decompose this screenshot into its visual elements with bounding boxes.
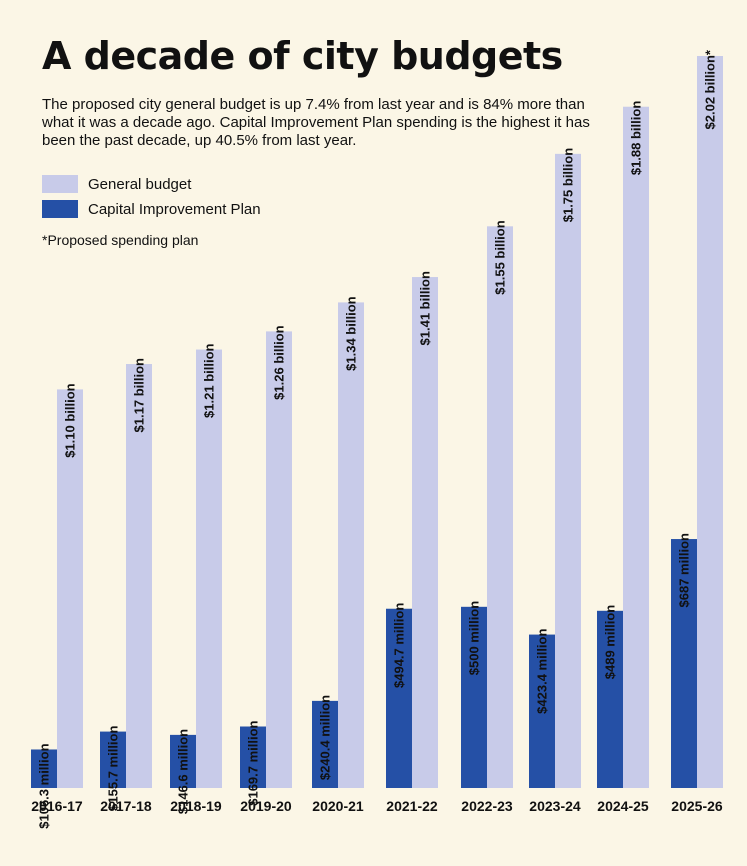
data-label-general-budget-2023-24: $1.75 billion [561,148,576,222]
data-label-capital-improvement-plan-2025-26: $687 million [677,533,692,607]
chart-title: A decade of city budgets [42,34,563,78]
data-label-general-budget-2021-22: $1.41 billion [418,271,433,345]
data-label-general-budget-2020-21: $1.34 billion [344,296,359,370]
data-label-general-budget-2019-20: $1.26 billion [272,325,287,399]
data-label-general-budget-2018-19: $1.21 billion [202,343,217,417]
x-tick-label-2024-25: 2024-25 [597,798,649,814]
bar-capital-improvement-plan-2022-23 [461,606,487,788]
footnote: *Proposed spending plan [42,232,199,248]
x-tick-label-2016-17: 2016-17 [31,798,83,814]
bar-general-budget-2025-26 [697,56,723,788]
data-label-capital-improvement-plan-2021-22: $494.7 million [392,603,407,688]
data-label-general-budget-2017-18: $1.17 billion [132,358,147,432]
bar-capital-improvement-plan-2024-25 [597,610,623,788]
data-label-capital-improvement-plan-2023-24: $423.4 million [535,629,550,714]
bar-capital-improvement-plan-2025-26 [671,539,697,788]
data-label-general-budget-2016-17: $1.10 billion [63,383,78,457]
data-label-capital-improvement-plan-2019-20: $169.7 million [246,720,261,805]
legend-swatch-general-budget [42,175,78,193]
data-label-capital-improvement-plan-2017-18: $155.7 million [106,726,121,811]
bar-capital-improvement-plan-2021-22 [386,608,412,788]
data-label-capital-improvement-plan-2022-23: $500 million [467,601,482,675]
data-label-general-budget-2024-25: $1.88 billion [629,101,644,175]
chart-subtitle: The proposed city general budget is up 7… [42,96,590,149]
bar-capital-improvement-plan-2018-19 [170,734,196,788]
x-tick-label-2017-18: 2017-18 [100,798,152,814]
legend-swatch-capital-improvement-plan [42,200,78,218]
x-tick-label-2018-19: 2018-19 [170,798,222,814]
x-tick-label-2021-22: 2021-22 [386,798,438,814]
legend-item-general-budget: General budget [42,173,191,195]
bar-general-budget-2023-24 [555,153,581,789]
bar-general-budget-2021-22 [412,277,438,788]
x-tick-label-2022-23: 2022-23 [461,798,513,814]
legend-label-general-budget: General budget [88,175,192,193]
data-label-capital-improvement-plan-2024-25: $489 million [603,605,618,679]
data-label-general-budget-2025-26: $2.02 billion* [703,49,718,129]
data-label-capital-improvement-plan-2018-19: $146.6 million [176,729,191,814]
bar-general-budget-2016-17 [57,389,83,788]
bar-capital-improvement-plan-2019-20 [240,726,266,788]
legend-item-capital-improvement-plan: Capital Improvement Plan [42,198,261,220]
data-label-capital-improvement-plan-2016-17: $106.3 million [37,743,52,828]
x-tick-label-2025-26: 2025-26 [671,798,723,814]
bar-general-budget-2018-19 [196,349,222,788]
legend-label-capital-improvement-plan: Capital Improvement Plan [88,200,261,218]
bar-general-budget-2019-20 [266,331,292,788]
bar-capital-improvement-plan-2023-24 [529,634,555,788]
x-tick-label-2020-21: 2020-21 [312,798,364,814]
bar-capital-improvement-plan-2017-18 [100,731,126,788]
data-label-capital-improvement-plan-2020-21: $240.4 million [318,695,333,780]
bar-capital-improvement-plan-2020-21 [312,700,338,788]
data-label-general-budget-2022-23: $1.55 billion [493,220,508,294]
x-tick-label-2019-20: 2019-20 [240,798,292,814]
bar-general-budget-2020-21 [338,302,364,788]
bar-general-budget-2017-18 [126,364,152,788]
bar-capital-improvement-plan-2016-17 [31,749,57,788]
bar-general-budget-2024-25 [623,106,649,789]
x-tick-label-2023-24: 2023-24 [529,798,581,814]
bar-general-budget-2022-23 [487,226,513,788]
